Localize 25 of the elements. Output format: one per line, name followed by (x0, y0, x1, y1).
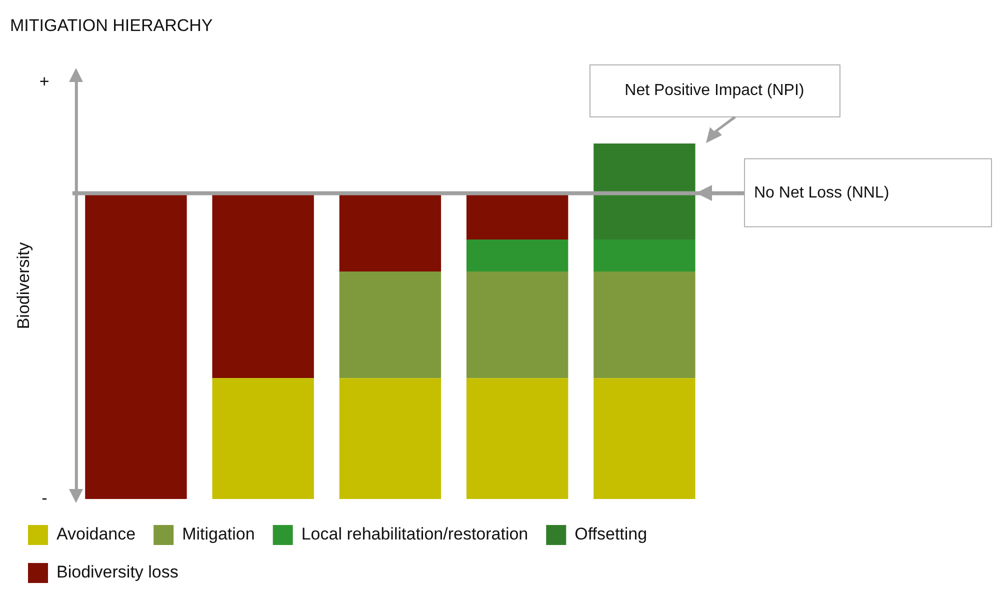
bar (466, 193, 568, 240)
bar (212, 193, 314, 378)
bar (594, 378, 696, 499)
legend-label: Offsetting (574, 524, 648, 544)
bar (212, 378, 314, 499)
text: + (39, 72, 50, 92)
bar (594, 239, 696, 272)
legend-label: Mitigation (182, 524, 255, 544)
chart-title: MITIGATION HIERARCHY (10, 16, 213, 35)
bar (85, 193, 187, 499)
legend-label: Avoidance (56, 524, 136, 544)
bar (594, 271, 696, 378)
text: - (42, 488, 48, 508)
bar (339, 193, 442, 272)
bar (466, 239, 568, 272)
legend-label: Biodiversity loss (56, 562, 178, 582)
text: Net Positive Impact (NPI) (624, 82, 804, 99)
bar (339, 271, 442, 378)
legend-label: Local rehabilitation/restoration (301, 524, 528, 544)
bar (339, 378, 442, 499)
bar (466, 378, 568, 499)
ref-line-label: No Net Loss (NNL) (754, 184, 890, 202)
bar (466, 271, 568, 378)
y-axis-title: Biodiversity (14, 242, 33, 330)
bar (594, 144, 696, 240)
